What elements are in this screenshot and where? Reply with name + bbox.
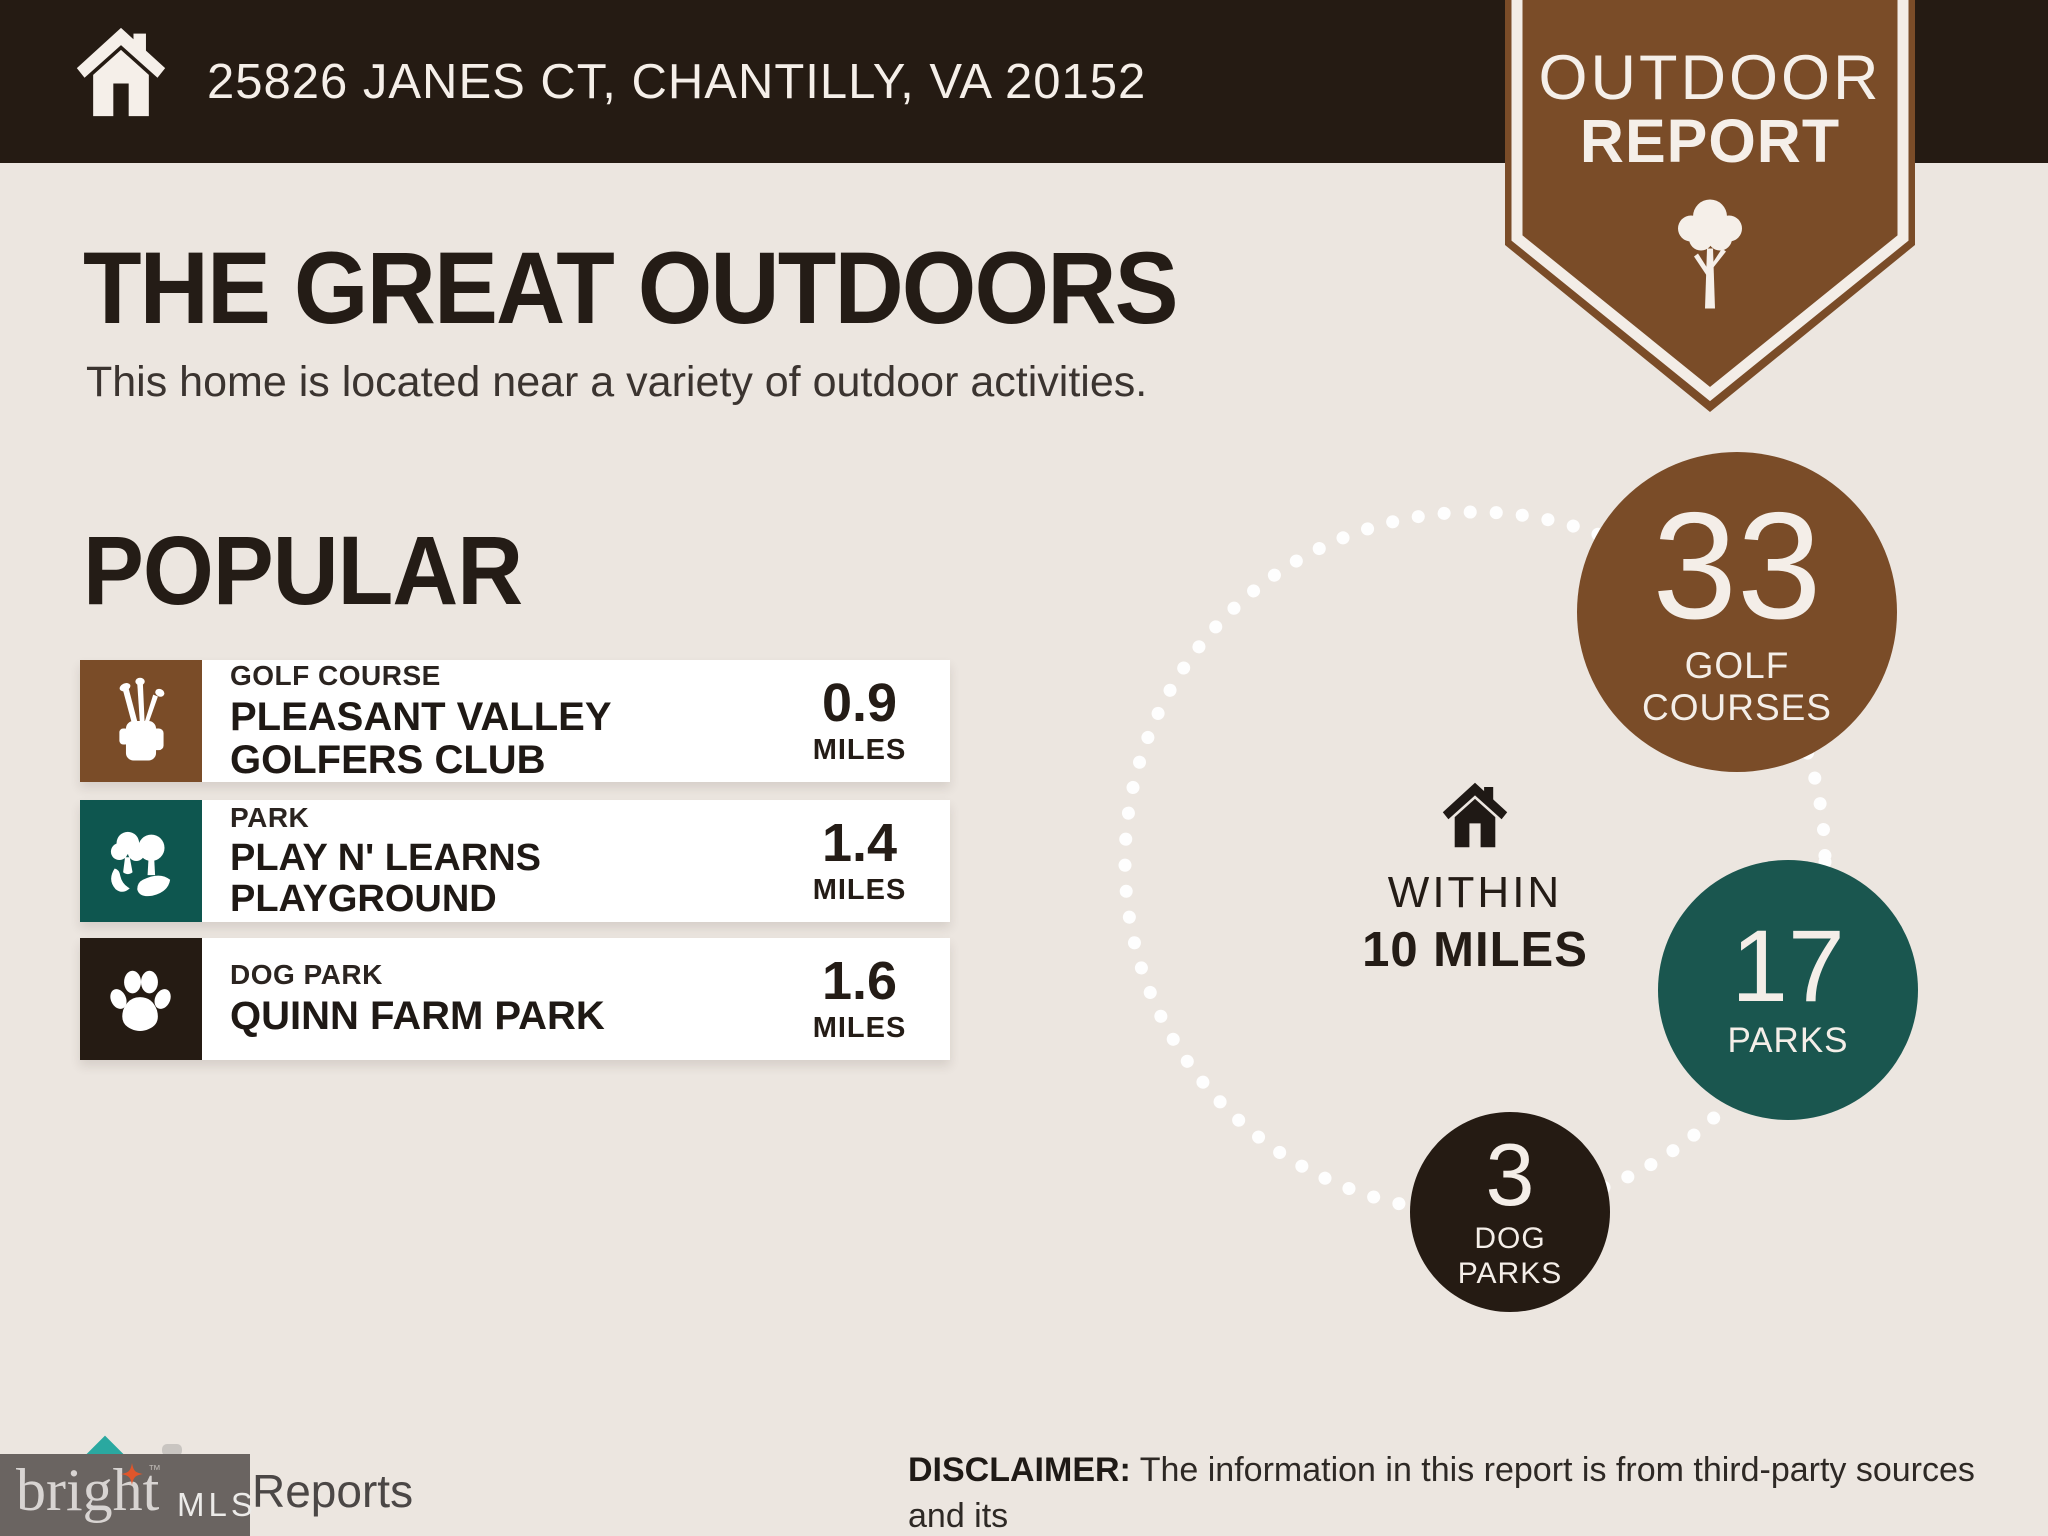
house-icon: [1442, 782, 1508, 848]
badge-title-line1: OUTDOOR: [1538, 43, 1882, 113]
place-name: QUINN FARM PARK: [230, 994, 605, 1039]
row-body: [202, 660, 950, 782]
bright-logo-text: bright: [16, 1457, 160, 1523]
star-icon: [121, 1463, 143, 1485]
distance-unit: MILES: [812, 873, 907, 906]
golf-bag-icon: [119, 677, 165, 761]
ten-miles-label: 10 MILES: [1362, 923, 1588, 977]
distance-value: 0.9: [821, 672, 898, 733]
distance-block: 0.9 MILES: [787, 660, 932, 782]
row-body: [202, 938, 950, 1060]
bright-mls-watermark: bright ™ MLS: [0, 1454, 253, 1536]
stat-value: 3: [1485, 1124, 1535, 1224]
distance-unit: MILES: [812, 1011, 907, 1044]
disclaimer-text: DISCLAIMER: The information in this repo…: [908, 1448, 2028, 1536]
radius-label: WITHIN 10 MILES: [1355, 780, 1595, 978]
distance-block: 1.6 MILES: [787, 938, 932, 1060]
distance-value: 1.4: [821, 812, 898, 873]
distance-value: 1.6: [821, 950, 898, 1011]
list-item-park: PARK PLAY N' LEARNS PLAYGROUND 1.4 MILES: [80, 800, 950, 922]
home-icon: [76, 27, 166, 117]
place-name: PLEASANT VALLEY GOLFERS CLUB: [230, 694, 611, 782]
place-name: PLAY N' LEARNS PLAYGROUND: [230, 836, 541, 920]
mls-logo-text: MLS: [177, 1486, 257, 1523]
park-tile: [80, 800, 202, 922]
distance-unit: MILES: [812, 733, 907, 766]
dog-parks-stat-circle: 3 DOG PARKS: [1410, 1112, 1610, 1312]
stat-label: GOLF COURSES: [1642, 644, 1832, 729]
reports-wordmark: Reports: [252, 1465, 414, 1517]
distance-block: 1.4 MILES: [787, 800, 932, 922]
row-text: DOG PARK QUINN FARM PARK: [230, 938, 780, 1060]
category-label: GOLF COURSE: [230, 659, 441, 691]
within-label: WITHIN: [1387, 868, 1563, 917]
category-label: DOG PARK: [230, 959, 383, 991]
park-trees-icon: [110, 831, 171, 897]
hidden-logo-fragment: [162, 1444, 182, 1456]
row-text: PARK PLAY N' LEARNS PLAYGROUND: [230, 800, 780, 922]
tree-icon: [1678, 199, 1742, 309]
row-body: [202, 800, 950, 922]
stat-value: 17: [1731, 909, 1845, 1024]
stat-label: DOG PARKS: [1457, 1222, 1563, 1290]
disclaimer-line1: The information in this report is from t…: [908, 1451, 1975, 1535]
category-label: PARK: [230, 801, 310, 833]
page-subtitle: This home is located near a variety of o…: [86, 358, 1148, 406]
trademark-symbol: ™: [148, 1462, 161, 1477]
dog-park-tile: [80, 938, 202, 1060]
golf-tile: [80, 660, 202, 782]
parks-stat-circle: 17 PARKS: [1658, 860, 1918, 1120]
property-address: 25826 JANES CT, CHANTILLY, VA 20152: [207, 54, 1147, 109]
disclaimer-label: DISCLAIMER:: [908, 1451, 1131, 1489]
stat-value: 33: [1652, 481, 1822, 652]
popular-heading: POPULAR: [83, 516, 523, 625]
list-item-dog-park: DOG PARK QUINN FARM PARK 1.6 MILES: [80, 938, 950, 1060]
outdoor-report-badge: OUTDOOR REPORT: [1505, 0, 1915, 420]
paw-icon: [110, 970, 171, 1031]
badge-title-line2: REPORT: [1579, 107, 1841, 175]
golf-courses-stat-circle: 33 GOLF COURSES: [1577, 452, 1897, 772]
row-text: GOLF COURSE PLEASANT VALLEY GOLFERS CLUB: [230, 660, 780, 782]
stat-label: PARKS: [1727, 1021, 1849, 1061]
list-item-golf-course: GOLF COURSE PLEASANT VALLEY GOLFERS CLUB…: [80, 660, 950, 782]
page-title: THE GREAT OUTDOORS: [83, 231, 1179, 345]
